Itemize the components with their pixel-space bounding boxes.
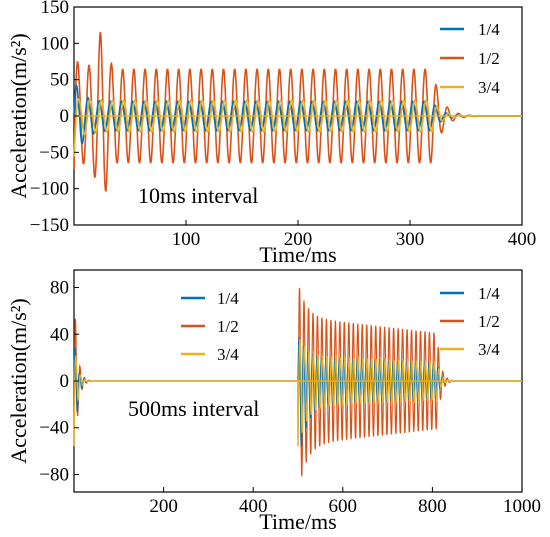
y-tick-label-bottom-2: 0 xyxy=(60,371,70,392)
legend-label-bottom-a-1: 1/2 xyxy=(217,317,239,336)
y-tick-label-top-3: 0 xyxy=(60,106,70,127)
series-group-bottom xyxy=(73,287,522,477)
ticks-top: 100 200 300 400 −150 −100 −50 0 50 100 150 xyxy=(30,0,536,250)
chart-bottom: 200 400 600 800 1000 −80 −40 0 40 80 Time/ms Acce… xyxy=(6,269,541,534)
legend-label-top-2: 3/4 xyxy=(478,78,500,97)
x-tick-label-top-1: 200 xyxy=(284,229,313,250)
legend-label-top-1: 1/2 xyxy=(478,49,500,68)
x-tick-label-top-3: 400 xyxy=(508,229,537,250)
y-tick-label-top-5: 100 xyxy=(41,33,70,54)
y-tick-label-bottom-0: −80 xyxy=(39,464,69,485)
x-tick-label-bottom-4: 1000 xyxy=(503,496,541,517)
x-tick-label-bottom-1: 400 xyxy=(239,496,268,517)
legend-bottom-left: 1/4 1/2 3/4 xyxy=(181,289,239,364)
y-tick-label-bottom-3: 40 xyxy=(50,324,69,345)
legend-label-bottom-b-2: 3/4 xyxy=(478,340,500,359)
y-tick-label-top-0: −150 xyxy=(30,215,69,236)
legend-label-bottom-a-2: 3/4 xyxy=(217,345,239,364)
ticks-bottom: 200 400 600 800 1000 −80 −40 0 40 80 xyxy=(39,278,541,517)
series-line-top-1 xyxy=(73,31,522,193)
legend-bottom-right: 1/4 1/2 3/4 xyxy=(440,284,500,359)
annotation-top: 10ms interval xyxy=(138,183,258,208)
x-tick-label-bottom-3: 800 xyxy=(418,496,447,517)
x-tick-label-top-0: 100 xyxy=(172,229,201,250)
y-tick-label-bottom-1: −40 xyxy=(39,418,69,439)
y-tick-label-top-6: 150 xyxy=(41,0,70,18)
x-axis-label-bottom: Time/ms xyxy=(259,509,336,534)
legend-label-top-0: 1/4 xyxy=(478,20,500,39)
x-tick-label-top-2: 300 xyxy=(396,229,425,250)
chart-top: 100 200 300 400 −150 −100 −50 0 50 100 150 Time/ms… xyxy=(6,0,536,267)
y-tick-label-bottom-4: 80 xyxy=(50,278,69,299)
series-group-top xyxy=(73,31,522,193)
y-tick-label-top-4: 50 xyxy=(50,70,69,91)
x-tick-label-bottom-0: 200 xyxy=(149,496,178,517)
x-axis-label-top: Time/ms xyxy=(259,242,336,267)
series-line-top-2 xyxy=(73,97,522,157)
x-tick-label-bottom-2: 600 xyxy=(329,496,358,517)
legend-label-bottom-b-1: 1/2 xyxy=(478,312,500,331)
annotation-bottom: 500ms interval xyxy=(128,396,259,421)
y-axis-label-bottom: Acceleration(m/s²) xyxy=(6,298,31,463)
y-axis-label-top: Acceleration(m/s²) xyxy=(6,33,31,198)
legend-label-bottom-a-0: 1/4 xyxy=(217,289,239,308)
y-tick-label-top-1: −100 xyxy=(30,179,69,200)
y-tick-label-top-2: −50 xyxy=(39,142,69,163)
legend-label-bottom-b-0: 1/4 xyxy=(478,284,500,303)
legend-top: 1/4 1/2 3/4 xyxy=(440,20,500,97)
